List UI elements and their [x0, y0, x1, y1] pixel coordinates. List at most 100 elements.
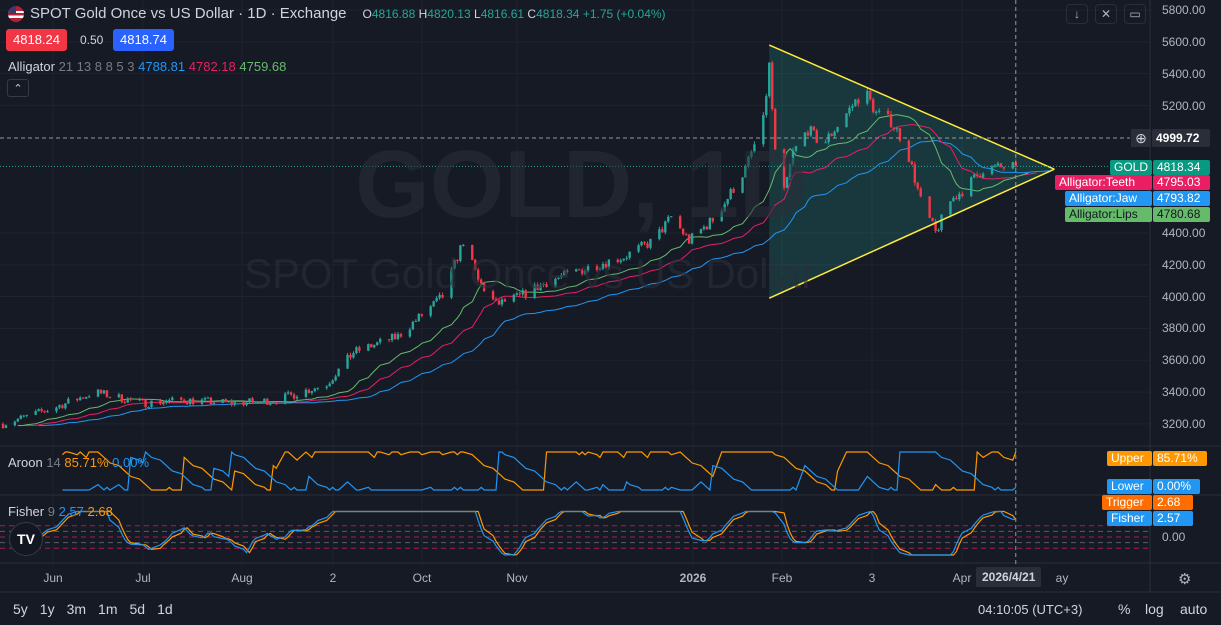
sell-button[interactable]: 4818.24	[6, 29, 67, 51]
candle-body	[55, 407, 58, 412]
candle-body	[272, 402, 275, 404]
triangle-fill	[769, 45, 1055, 299]
candle-body	[331, 380, 334, 384]
candle-body	[557, 277, 560, 279]
range-button-1d[interactable]: 1d	[157, 601, 173, 617]
triangle-lower-line	[768, 168, 1055, 299]
candle-body	[453, 259, 456, 269]
candle-body	[866, 91, 869, 104]
candle-body	[765, 96, 768, 116]
candle-body	[242, 402, 245, 406]
candle-body	[741, 177, 744, 193]
auto-toggle[interactable]: auto	[1180, 601, 1208, 617]
fisher-zero-label: 0.00	[1162, 530, 1186, 544]
candle-body	[877, 110, 881, 112]
collapse-panes-button[interactable]: ✕	[1095, 4, 1117, 24]
range-button-5y[interactable]: 5y	[13, 601, 28, 617]
price-tick: 3600.00	[1162, 353, 1206, 368]
collapse-legend-button[interactable]: ⌃	[7, 79, 29, 97]
candle-body	[646, 243, 649, 248]
tradingview-logo-icon[interactable]: TV	[9, 522, 43, 556]
log-toggle[interactable]: log	[1145, 601, 1164, 617]
candle-body	[248, 398, 251, 403]
crosshair-price-label: 4999.72	[1152, 129, 1210, 147]
candle-body	[554, 278, 557, 287]
range-button-1y[interactable]: 1y	[39, 601, 55, 617]
us-flag-icon	[8, 5, 24, 22]
scroll-down-button[interactable]: ↓	[1066, 4, 1088, 24]
clock: 04:10:05 (UTC+3)	[978, 602, 1083, 617]
candle-body	[313, 388, 317, 392]
candle-body	[830, 133, 833, 136]
settings-gear-icon[interactable]: ⚙	[1178, 571, 1192, 588]
alligator-legend[interactable]: Alligator 21 13 8 8 5 3 4788.81 4782.18 …	[8, 59, 287, 74]
candle-body	[441, 294, 444, 298]
price-tick: 3200.00	[1162, 416, 1206, 431]
candle-body	[690, 233, 694, 244]
candle-body	[681, 228, 685, 235]
candle-body	[67, 398, 70, 404]
candle-body	[212, 402, 216, 404]
candle-body	[459, 245, 462, 261]
range-selector[interactable]: 5y 1y 3m 1m 5d 1d	[13, 601, 173, 617]
candle-body	[203, 398, 207, 400]
aroon-upper-label: Upper	[1107, 451, 1152, 466]
candle-body	[64, 403, 67, 409]
add-alert-plus-icon[interactable]: ⊕	[1131, 129, 1151, 147]
candle-body	[497, 300, 501, 305]
candle-body	[390, 333, 394, 341]
candle-body	[940, 214, 943, 231]
percent-toggle[interactable]: %	[1118, 601, 1131, 617]
gold-tag-label: GOLD	[1110, 160, 1152, 175]
candle-body	[43, 411, 46, 413]
candle-body	[266, 398, 269, 405]
candle-body	[583, 270, 587, 274]
candle-body	[420, 314, 423, 316]
candle-body	[996, 163, 1000, 166]
candle-body	[188, 398, 192, 405]
candle-body	[539, 284, 542, 291]
aroon-lower-tag: 0.00%	[1153, 479, 1200, 494]
crosshair-date-label: 2026/4/21	[976, 567, 1042, 587]
range-button-1m[interactable]: 1m	[98, 601, 118, 617]
candle-body	[254, 401, 257, 403]
candle-body	[221, 399, 224, 403]
buy-button[interactable]: 4818.74	[113, 29, 174, 51]
aroon-legend[interactable]: Aroon 14 85.71% 0.00%	[8, 455, 150, 470]
range-button-5d[interactable]: 5d	[129, 601, 146, 617]
jaw-tag-label: Alligator:Jaw	[1065, 191, 1152, 206]
fullscreen-button[interactable]: ▭	[1124, 4, 1146, 24]
fisher-legend[interactable]: Fisher 9 2.57 2.68	[8, 504, 113, 519]
candle-body	[129, 398, 132, 400]
candle-body	[961, 193, 964, 197]
candle-body	[491, 291, 495, 300]
candle-body	[580, 270, 584, 274]
candle-body	[346, 354, 349, 369]
candle-body	[316, 387, 320, 389]
candle-body	[664, 221, 667, 233]
candle-body	[616, 259, 619, 263]
candle-body	[607, 259, 611, 268]
range-button-3m[interactable]: 3m	[66, 601, 87, 617]
candle-body	[334, 376, 337, 381]
candle-body	[435, 298, 438, 302]
candle-body	[34, 411, 37, 415]
candle-body	[542, 284, 545, 286]
candle-body	[503, 299, 507, 302]
candle-body	[934, 221, 937, 232]
symbol-header[interactable]: SPOT Gold Once vs US Dollar · 1D · Excha…	[8, 5, 666, 22]
candle-body	[577, 269, 581, 271]
candle-body	[462, 244, 465, 246]
candle-body	[126, 398, 129, 403]
candle-body	[191, 398, 195, 404]
candle-body	[337, 368, 340, 377]
symbol-title: SPOT Gold Once vs US Dollar · 1D · Excha…	[30, 5, 347, 22]
candle-body	[185, 402, 189, 405]
candle-body	[726, 198, 729, 205]
candle-body	[545, 284, 548, 287]
candle-body	[815, 130, 818, 143]
candle-body	[99, 389, 103, 394]
aroon-down-line	[62, 450, 1017, 492]
candle-body	[640, 242, 643, 246]
